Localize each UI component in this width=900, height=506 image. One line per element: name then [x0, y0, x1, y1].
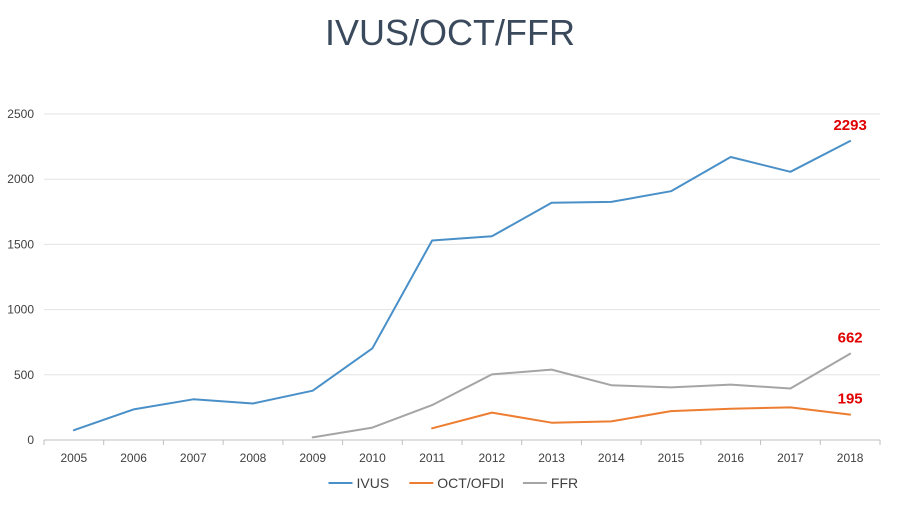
x-tick-label: 2006 [120, 451, 147, 465]
x-tick-label: 2007 [180, 451, 207, 465]
x-tick-label: 2018 [837, 451, 864, 465]
legend-label-ffr: FFR [551, 475, 578, 491]
legend-label-oct-ofdi: OCT/OFDI [437, 475, 504, 491]
gridlines [44, 113, 880, 441]
y-tick-label: 2000 [7, 172, 34, 186]
x-axis: 2005 2006 2007 2008 2009 2010 2011 2012 2013 2014… [43, 440, 881, 465]
series-lines [72, 140, 852, 439]
chart-title: IVUS/OCT/FFR [325, 12, 575, 53]
x-tick-label: 2013 [538, 451, 565, 465]
y-tick-label: 500 [14, 368, 34, 382]
y-tick-label: 0 [27, 433, 34, 447]
series-line-ivus [72, 140, 852, 432]
x-tick-label: 2017 [777, 451, 804, 465]
data-labels: 2293 195 662 [833, 117, 866, 408]
x-tick-label: 2005 [61, 451, 88, 465]
data-label-ivus: 2293 [833, 117, 866, 134]
legend: IVUS OCT/OFDI FFR [328, 475, 578, 491]
series-line-oct-ofdi [431, 406, 852, 430]
y-tick-label: 1000 [7, 303, 34, 317]
x-tick-label: 2008 [240, 451, 267, 465]
legend-label-ivus: IVUS [357, 475, 390, 491]
y-tick-label: 2500 [7, 107, 34, 121]
x-tick-label: 2011 [419, 451, 445, 465]
x-tick-label: 2010 [359, 451, 386, 465]
x-tick-label: 2015 [658, 451, 685, 465]
x-tick-label: 2014 [598, 451, 625, 465]
y-axis: 0 500 1000 1500 2000 2500 [7, 107, 34, 447]
x-tick-label: 2012 [479, 451, 506, 465]
x-tick-label: 2009 [299, 451, 326, 465]
data-label-oct-ofdi: 195 [838, 391, 863, 408]
x-tick-label: 2016 [717, 451, 744, 465]
y-tick-label: 1500 [7, 237, 34, 251]
series-line-ffr [311, 352, 852, 439]
data-label-ffr: 662 [838, 330, 863, 347]
